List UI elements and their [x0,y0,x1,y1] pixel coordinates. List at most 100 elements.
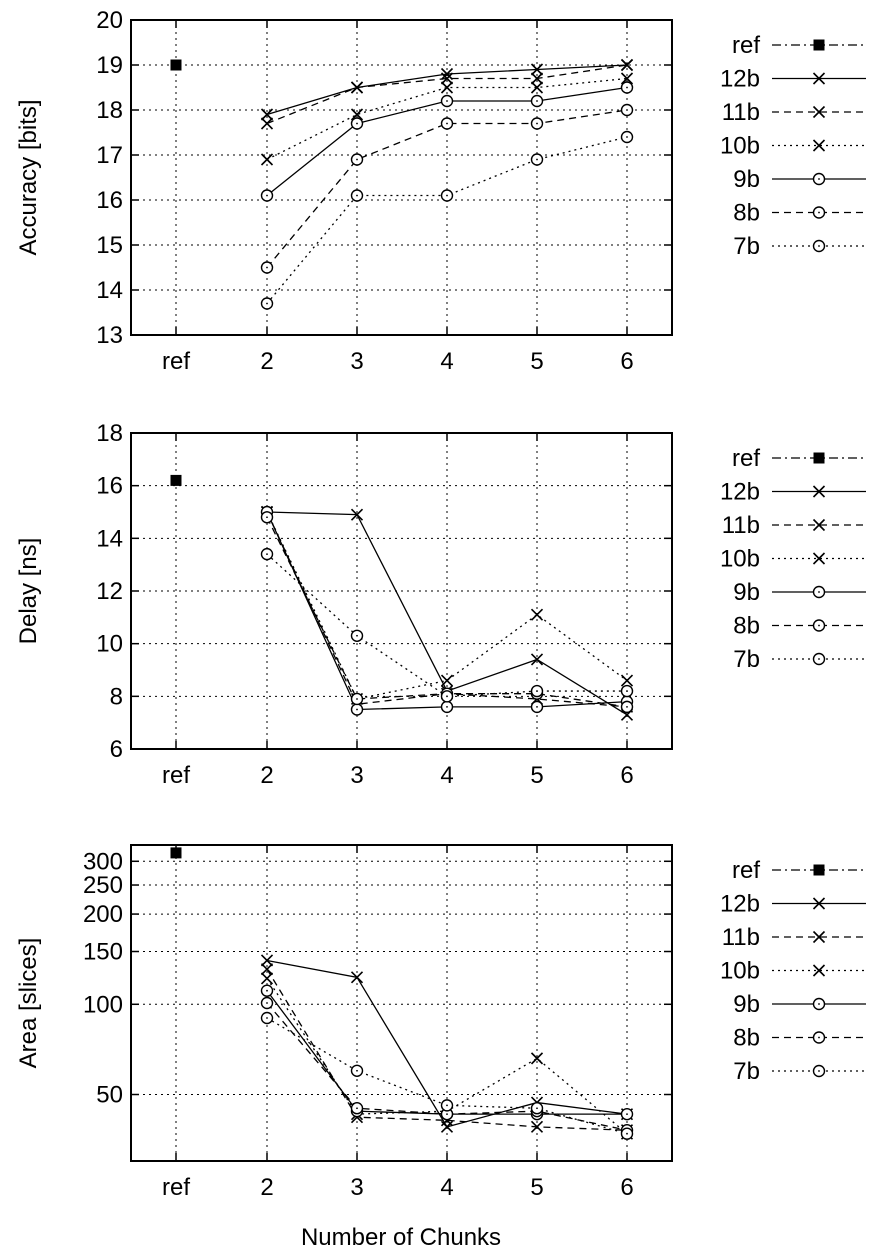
legend-marker [812,1031,826,1044]
series-7b [260,1011,634,1140]
point-7b [260,1011,274,1025]
series-line-10b [266,77,628,161]
legend-label: ref [732,445,760,472]
legend-marker [812,239,826,253]
accuracy-panel: 13 14 15 16 17 18 19 20 ref 2 3 4 5 6 Accuracy [bits] r… [15,7,866,375]
legend-item-9b: 9b [733,166,866,193]
point-11b [260,117,274,130]
y-tick-label: 18 [96,97,123,124]
series-ref [170,847,182,859]
legend-marker [812,485,826,498]
x-tick-label: 5 [530,1174,543,1201]
y-axis-label: Area [slices] [15,938,42,1069]
legend-label: 11b [722,924,760,951]
y-tick-label: 12 [96,578,123,605]
legend: ref 12b 11b 10b 9b 8b 7b [720,857,866,1085]
point-9b [260,189,274,202]
plot-frame [130,844,673,1162]
x-tick-label: 2 [260,1174,273,1201]
x-tick-label: 3 [350,348,363,375]
y-tick-label: 16 [96,473,123,500]
legend-marker [812,964,826,977]
x-tick-label: 5 [530,348,543,375]
legend-marker [812,139,826,152]
point-10b [530,1052,544,1065]
point-7b [530,153,544,166]
y-tick-label: 10 [96,631,123,658]
series-8b [260,996,634,1137]
legend-label: 12b [720,479,760,506]
legend-item-11b: 11b [722,924,866,951]
legend-label: 7b [733,233,760,260]
legend-item-11b: 11b [722,512,866,539]
point-10b [440,81,454,94]
legend-item-11b: 11b [722,99,866,126]
point-9b [350,117,364,130]
point-7b [620,684,634,698]
y-tick-label: 20 [96,7,123,34]
legend-label: 11b [722,512,760,539]
legend-item-12b: 12b [720,479,866,506]
series-10b [260,72,634,166]
point-9b [440,94,454,108]
legend-item-12b: 12b [720,66,866,93]
y-tick-label: 100 [83,991,123,1018]
point-9b [350,703,364,716]
legend-label: 9b [733,579,760,606]
series-ref [170,59,182,71]
legend-marker [812,930,826,944]
x-tick-label: 6 [620,1174,633,1201]
legend-item-9b: 9b [733,991,866,1018]
point-8b [620,700,634,714]
point-8b [350,1102,364,1115]
legend: ref 12b 11b 10b 9b 8b 7b [720,445,866,673]
legend-label: ref [732,857,760,884]
point-10b [260,153,274,166]
delay-panel: 6 8 10 12 14 16 18 ref 2 3 4 5 6 Delay [ns] ref 12b 11b 1… [15,420,866,789]
series-line-11b [266,64,628,125]
x-tick-label: ref [162,348,190,375]
legend-marker [812,1064,826,1078]
legend-marker [813,452,825,464]
series-line-8b [266,516,628,708]
series-line-9b [266,990,627,1115]
legend-item-10b: 10b [720,958,866,985]
plot-frame [130,432,673,750]
point-8b [350,692,364,706]
y-tick-label: 200 [83,901,123,928]
point-12b [440,67,454,81]
legend-item-ref: ref [732,445,866,472]
point-7b [350,189,364,202]
series-7b [260,130,634,310]
legend-marker [812,652,826,666]
point-8b [260,261,274,274]
point-10b [620,72,634,85]
y-tick-label: 18 [96,420,123,447]
point-12b [260,108,274,121]
legend-label: 12b [720,891,760,918]
point-7b [620,1127,634,1140]
x-tick-label: ref [162,1174,190,1201]
legend-item-8b: 8b [733,1025,866,1052]
x-tick-label: 4 [440,762,453,789]
x-tick-label: 3 [350,1174,363,1201]
y-tick-label: 16 [96,187,123,214]
point-ref [170,474,182,486]
legend-marker [812,619,826,632]
point-11b [620,58,634,72]
legend-item-10b: 10b [720,133,866,160]
y-tick-label: 19 [96,52,123,79]
legend-marker [812,997,826,1011]
point-9b [530,700,544,714]
point-7b [440,189,454,202]
x-tick-label: 4 [440,348,453,375]
point-7b [260,297,274,310]
y-axis-label: Delay [ns] [15,538,42,645]
legend-marker [812,72,826,85]
point-7b [350,629,364,642]
y-tick-label: 17 [96,142,123,169]
legend-marker [812,105,826,119]
legend-marker [813,864,825,876]
y-tick-label: 13 [96,322,123,349]
y-tick-label: 150 [83,939,123,966]
